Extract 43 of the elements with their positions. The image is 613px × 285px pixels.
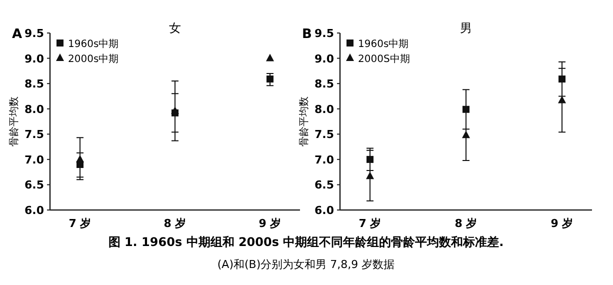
legend-label: 1960s中期 <box>358 38 409 50</box>
point <box>266 54 274 62</box>
y-tick-label: 9.5 <box>314 27 334 40</box>
y-tick-label: 9.0 <box>24 52 44 66</box>
point <box>366 172 374 180</box>
y-tick-label: 7.5 <box>24 128 44 142</box>
y-tick-label: 9.5 <box>24 27 44 40</box>
y-tick-label: 8.5 <box>24 78 44 91</box>
y-axis-title: 骨龄平均数 <box>298 96 310 146</box>
legend-label: 2000s中期 <box>68 53 119 65</box>
x-tick-label: 8 岁 <box>454 217 478 230</box>
text: (A)和(B)分别为女和男 7,8,9 岁数据 <box>217 258 395 271</box>
y-axis-title: 骨龄平均数 <box>8 96 20 146</box>
caption: 图 1. 1960s 中期组和 2000s 中期组不同年龄组的骨龄平均数和标准差. <box>108 235 504 249</box>
point <box>366 156 374 163</box>
legend-label: 2000S中期 <box>358 53 410 65</box>
x-tick-label: 7 岁 <box>68 217 92 230</box>
text: A <box>12 27 22 42</box>
x-tick-label: 9 岁 <box>258 217 282 230</box>
y-tick-label: 6.5 <box>314 178 334 192</box>
x-tick-label: 9 岁 <box>550 217 574 230</box>
y-tick-label: 6.0 <box>24 204 44 217</box>
y-tick-label: 7.0 <box>24 153 44 166</box>
y-tick-label: 9.0 <box>314 52 334 66</box>
point <box>558 96 566 104</box>
y-tick-label: 8.5 <box>314 78 334 91</box>
chart-title: 女 <box>169 21 181 35</box>
point <box>462 130 470 138</box>
y-tick-label: 6.5 <box>24 178 44 192</box>
x-tick-label: 8 岁 <box>164 217 186 230</box>
point <box>462 106 470 113</box>
x-tick-label: 7 岁 <box>358 217 382 230</box>
point <box>266 76 274 83</box>
point <box>76 160 84 168</box>
chart-title: 男 <box>460 21 472 35</box>
y-tick-label: 7.0 <box>314 153 334 166</box>
y-tick-label: 8.0 <box>24 102 44 116</box>
y-tick-label: 7.5 <box>314 128 334 142</box>
y-tick-label: 8.0 <box>314 102 334 116</box>
text: B <box>302 27 312 42</box>
point <box>558 76 566 83</box>
y-tick-label: 6.0 <box>314 204 334 217</box>
legend-label: 1960s中期 <box>68 38 119 50</box>
